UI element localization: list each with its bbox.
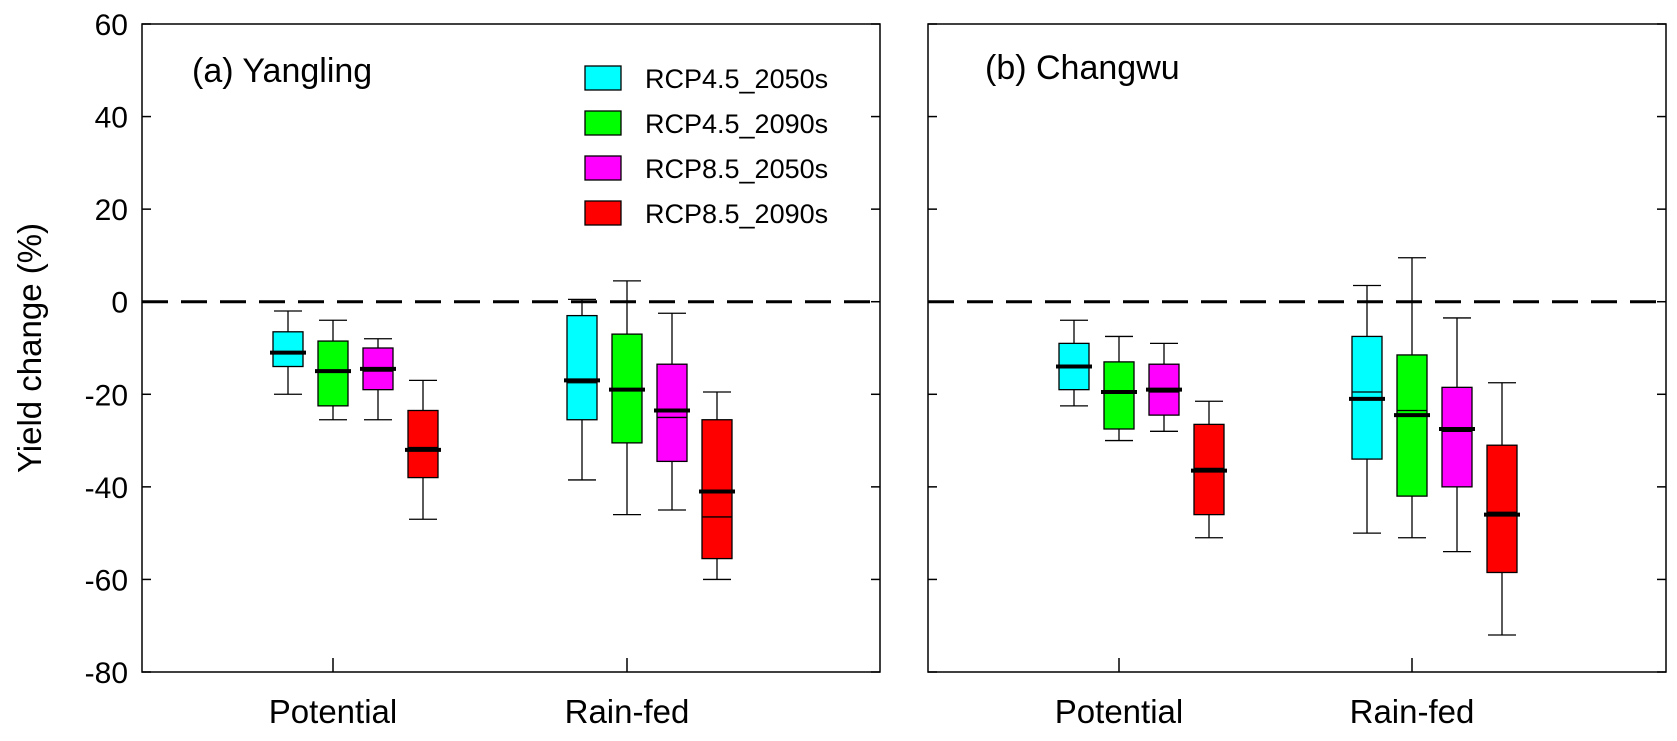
panel-1-title: (b) Changwu [985, 49, 1180, 87]
x-category-label: Potential [269, 693, 397, 730]
x-category-label: Potential [1055, 693, 1183, 730]
panel-1-frame [927, 23, 1667, 673]
box-0-1-0 [566, 314, 598, 421]
legend-label: RCP8.5_2090s [645, 199, 828, 229]
y-tick-label: -60 [85, 564, 128, 597]
y-tick-label: -80 [85, 657, 128, 690]
y-tick-label: 20 [95, 194, 128, 227]
legend-label: RCP4.5_2050s [645, 64, 828, 94]
y-tick-label: -40 [85, 472, 128, 505]
box-1-1-3 [1486, 444, 1518, 574]
legend-swatch [584, 200, 622, 226]
box-1-0-1 [1103, 361, 1135, 430]
box-0-0-0 [272, 331, 304, 368]
panel-0-frame [141, 23, 881, 673]
panel-0-title: (a) Yangling [192, 52, 372, 90]
x-category-label: Rain-fed [565, 693, 690, 730]
box-0-1-3 [701, 419, 733, 560]
legend-swatch [584, 65, 622, 91]
box-0-1-2 [656, 363, 688, 463]
legend-swatch [584, 110, 622, 136]
legend-label: RCP8.5_2050s [645, 154, 828, 184]
legend-label: RCP4.5_2090s [645, 109, 828, 139]
legend-swatch [584, 155, 622, 181]
box-1-1-1 [1396, 354, 1428, 497]
y-tick-label: 60 [95, 9, 128, 42]
y-tick-label: 0 [111, 287, 128, 320]
y-axis-label: Yield change (%) [11, 223, 48, 473]
y-tick-label: -20 [85, 379, 128, 412]
box-0-0-1 [317, 340, 349, 407]
y-tick-label: 40 [95, 102, 128, 135]
x-category-label: Rain-fed [1350, 693, 1475, 730]
box-0-0-3 [407, 409, 439, 479]
box-1-1-2 [1441, 386, 1473, 488]
